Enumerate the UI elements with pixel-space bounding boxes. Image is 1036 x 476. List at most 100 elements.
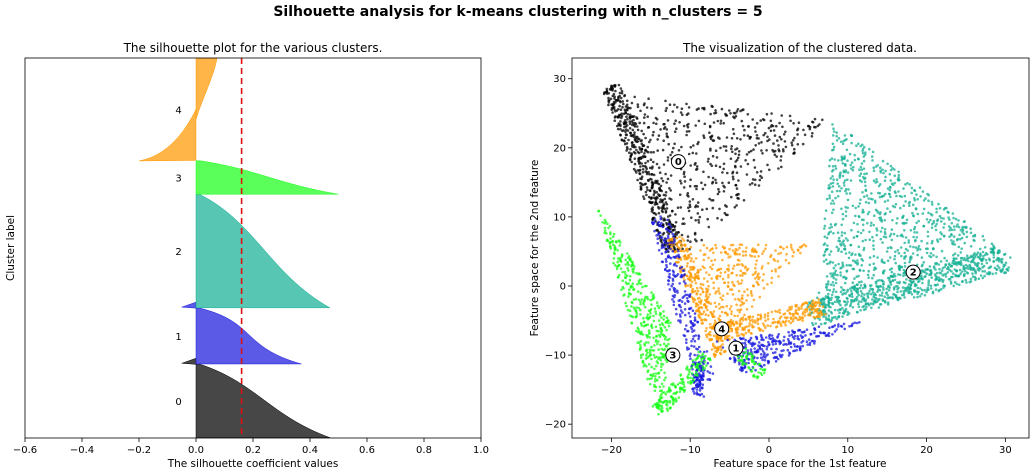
- scatter-point: [731, 271, 734, 275]
- scatter-point: [776, 357, 780, 361]
- scatter-point: [914, 239, 917, 243]
- scatter-point: [621, 105, 624, 109]
- scatter-point: [646, 115, 649, 118]
- scatter-point: [786, 338, 790, 341]
- scatter-point: [832, 316, 835, 319]
- scatter-point: [842, 312, 846, 315]
- scatter-point: [668, 214, 672, 217]
- scatter-point: [628, 288, 631, 292]
- scatter-point: [705, 291, 708, 294]
- scatter-point: [699, 282, 703, 286]
- scatter-point: [642, 103, 646, 107]
- scatter-point: [665, 316, 669, 320]
- scatter-point: [721, 258, 724, 262]
- scatter-point: [833, 158, 836, 161]
- scatter-point: [696, 309, 699, 312]
- scatter-point: [646, 178, 650, 182]
- scatter-point: [758, 345, 762, 348]
- scatter-point: [732, 115, 735, 119]
- scatter-point: [695, 357, 699, 360]
- scatter-point: [834, 269, 838, 273]
- scatter-point: [643, 116, 646, 119]
- scatter-point: [897, 190, 900, 193]
- scatter-point: [857, 252, 861, 256]
- scatter-point: [687, 253, 690, 257]
- scatter-point: [646, 297, 650, 301]
- scatter-point: [739, 138, 742, 141]
- scatter-point: [651, 405, 655, 408]
- scatter-point: [880, 294, 884, 297]
- scatter-point: [653, 379, 657, 383]
- scatter-point: [629, 154, 633, 158]
- scatter-point: [813, 327, 817, 331]
- figure-title: Silhouette analysis for k-means clusteri…: [273, 4, 763, 20]
- scatter-point: [732, 111, 736, 115]
- scatter-point: [752, 373, 756, 377]
- scatter-point: [601, 221, 604, 224]
- scatter-point: [882, 171, 885, 175]
- scatter-point: [697, 270, 700, 274]
- scatter-point: [770, 310, 774, 314]
- scatter-point: [822, 331, 826, 335]
- scatter-point: [646, 313, 649, 317]
- scatter-point: [832, 208, 835, 211]
- scatter-point: [671, 110, 675, 113]
- scatter-point: [724, 145, 728, 148]
- scatter-point: [736, 108, 740, 111]
- scatter-point: [867, 210, 871, 214]
- scatter-point: [969, 267, 972, 270]
- scatter-point: [891, 204, 895, 208]
- scatter-point: [685, 346, 689, 349]
- scatter-point: [694, 289, 697, 293]
- scatter-point: [762, 355, 765, 359]
- scatter-point: [763, 324, 766, 328]
- scatter-point: [614, 240, 618, 243]
- scatter-point: [841, 315, 844, 318]
- scatter-point: [872, 169, 876, 172]
- scatter-point: [757, 137, 760, 140]
- scatter-point: [841, 261, 844, 265]
- scatter-point: [808, 311, 812, 314]
- scatter-point: [668, 407, 672, 410]
- scatter-point: [660, 221, 663, 225]
- scatter-point: [963, 269, 967, 273]
- scatter-point: [871, 276, 874, 280]
- scatter-point: [698, 215, 702, 219]
- scatter-point: [955, 269, 958, 273]
- scatter-point: [629, 286, 633, 289]
- scatter-point: [701, 187, 705, 191]
- scatter-point: [817, 291, 821, 295]
- scatter-point: [743, 128, 746, 132]
- scatter-point: [883, 212, 887, 216]
- scatter-point: [822, 260, 826, 263]
- scatter-point: [688, 368, 691, 371]
- scatter-point: [650, 106, 653, 110]
- scatter-point: [842, 157, 846, 161]
- scatter-point: [900, 254, 903, 258]
- scatter-point: [997, 266, 1001, 270]
- scatter-point: [623, 293, 626, 296]
- scatter-point: [691, 330, 694, 333]
- scatter-point: [608, 224, 612, 228]
- scatter-point: [891, 167, 894, 170]
- scatter-point: [639, 291, 643, 295]
- scatter-point: [950, 239, 953, 242]
- scatter-point: [667, 275, 671, 279]
- scatter-point: [691, 377, 695, 380]
- scatter-point: [645, 333, 648, 337]
- scatter-point: [654, 312, 658, 316]
- scatter-point: [776, 310, 779, 314]
- scatter-point: [879, 303, 883, 306]
- scatter-point: [641, 360, 645, 364]
- scatter-point: [951, 242, 955, 246]
- scatter-point: [685, 367, 688, 370]
- scatter-point: [695, 184, 699, 188]
- scatter-point: [715, 246, 718, 250]
- scatter-point: [620, 253, 624, 256]
- scatter-point: [755, 376, 759, 380]
- scatter-point: [934, 268, 937, 271]
- scatter-point: [783, 140, 787, 143]
- scatter-point: [832, 127, 835, 130]
- scatter-point: [639, 181, 642, 185]
